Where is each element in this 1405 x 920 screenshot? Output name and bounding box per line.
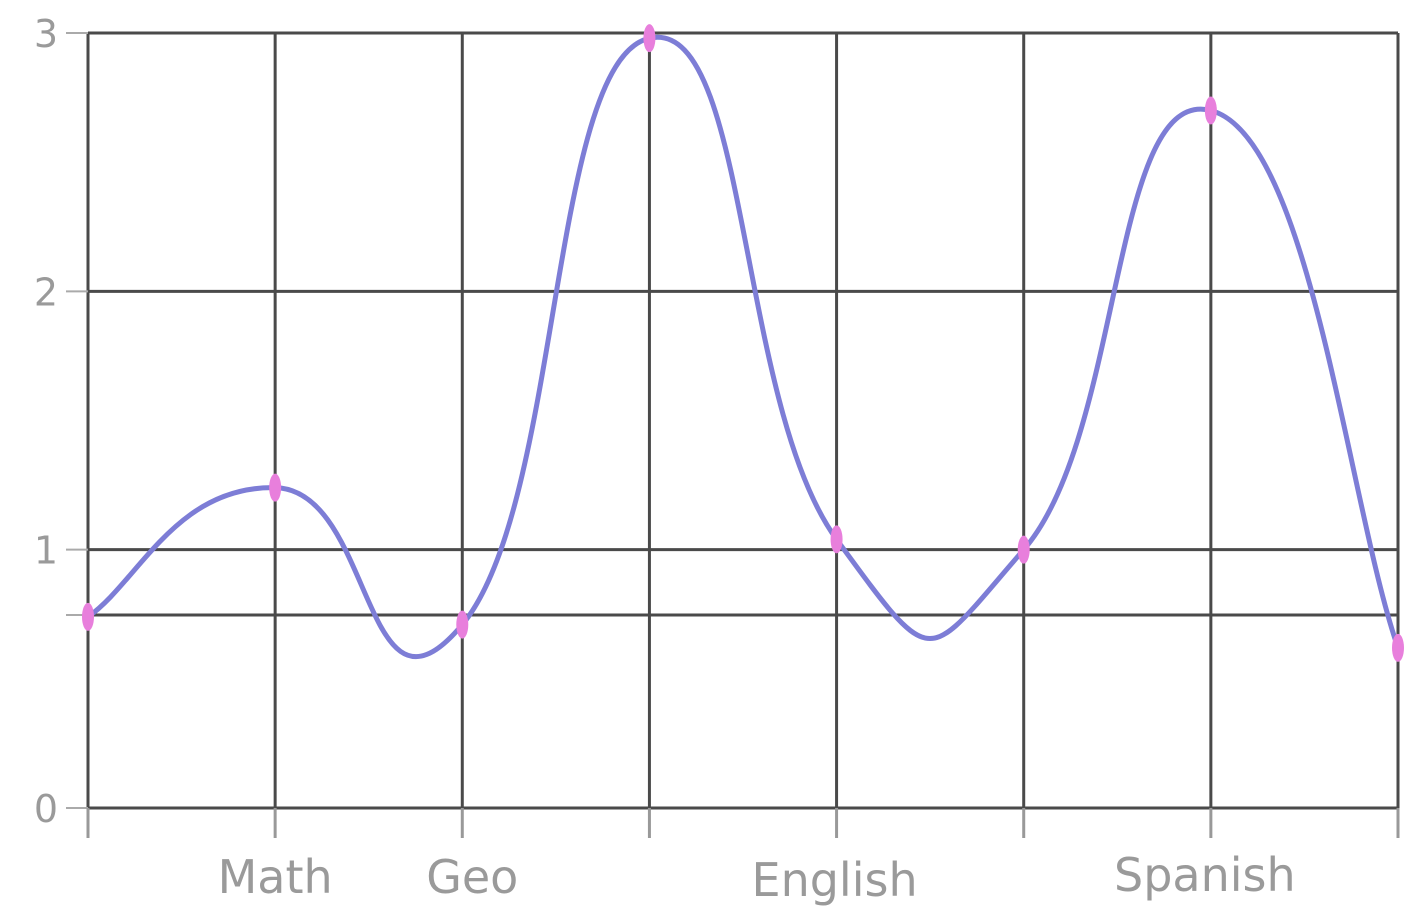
x-tick-label-4: English — [752, 853, 918, 907]
y-tick-label-0: 0 — [34, 787, 58, 831]
data-point-7 — [1392, 633, 1404, 662]
data-point-0 — [82, 602, 94, 631]
data-point-3 — [643, 24, 656, 53]
x-tick-label-1: Math — [218, 850, 333, 904]
x-tick-label-6: Spanish — [1114, 848, 1296, 902]
data-point-6 — [1204, 96, 1217, 125]
series-line — [85, 34, 1401, 659]
axis-layer — [66, 32, 1400, 838]
data-point-1 — [269, 473, 282, 502]
data-point-5 — [1017, 535, 1030, 564]
marker-layer — [82, 24, 1404, 662]
y-tick-label-3: 2 — [34, 270, 58, 314]
grid-layer — [86, 31, 1400, 810]
x-tick-label-2: Geo — [426, 850, 518, 904]
y-tick-label-2: 1 — [34, 529, 58, 573]
y-tick-label-4: 3 — [34, 12, 58, 56]
data-point-4 — [830, 525, 843, 554]
data-point-2 — [456, 610, 469, 639]
label-layer: 0 1 2 3 Math Geo English Spanish — [34, 12, 1296, 907]
series-layer — [85, 34, 1401, 659]
